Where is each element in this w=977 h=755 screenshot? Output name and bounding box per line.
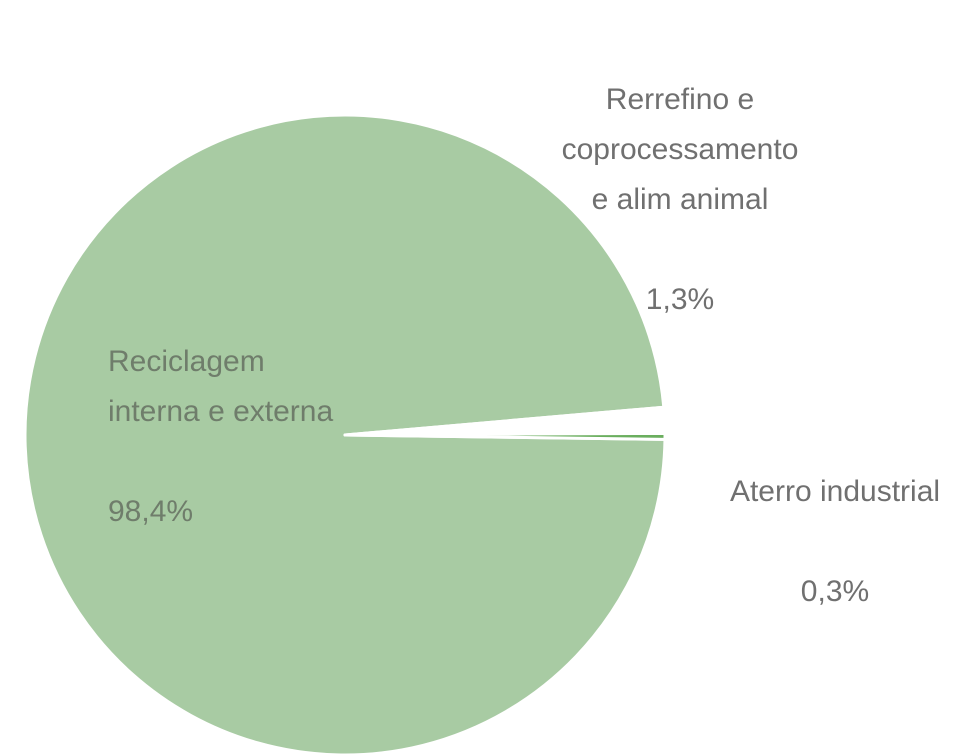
category-label: Reciclagem interna e externa <box>108 345 334 428</box>
pie-slice <box>343 431 667 441</box>
value-label: 1,3% <box>645 283 715 316</box>
value-label: 0,3% <box>800 575 870 608</box>
value-label: 98,4% <box>108 495 194 528</box>
category-label: Aterro industrial <box>729 475 941 508</box>
slice-label: Aterro industrial 0,3% <box>680 417 977 667</box>
slice-label: Rerrefino e coprocessamento e alim anima… <box>500 25 860 375</box>
category-label: Rerrefino e coprocessamento e alim anima… <box>561 83 799 216</box>
slice-label: Reciclagem interna e externa 98,4% <box>108 287 333 587</box>
